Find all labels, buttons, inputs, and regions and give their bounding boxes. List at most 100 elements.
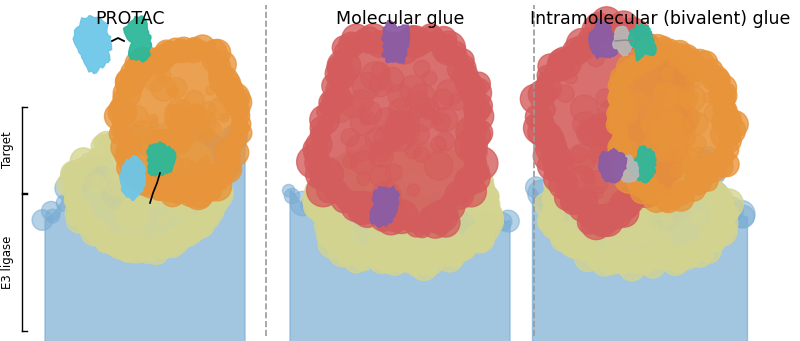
Circle shape <box>630 57 648 75</box>
Circle shape <box>528 80 556 108</box>
Circle shape <box>448 47 467 65</box>
Circle shape <box>664 153 682 171</box>
Circle shape <box>126 168 149 190</box>
Circle shape <box>581 209 612 240</box>
Circle shape <box>146 48 172 74</box>
Circle shape <box>498 210 519 232</box>
Circle shape <box>706 232 726 251</box>
Circle shape <box>448 199 466 218</box>
Circle shape <box>370 205 397 231</box>
Circle shape <box>663 148 692 177</box>
Circle shape <box>140 152 164 176</box>
Circle shape <box>410 202 424 214</box>
Circle shape <box>542 208 559 226</box>
Circle shape <box>662 69 690 97</box>
Circle shape <box>222 139 249 166</box>
Circle shape <box>142 178 157 194</box>
Circle shape <box>201 193 226 218</box>
Circle shape <box>158 213 168 223</box>
Circle shape <box>616 195 638 217</box>
Circle shape <box>662 144 682 165</box>
Circle shape <box>394 205 406 216</box>
Circle shape <box>166 236 180 251</box>
Circle shape <box>394 122 405 132</box>
Circle shape <box>697 161 719 183</box>
Circle shape <box>93 176 101 184</box>
Circle shape <box>586 206 602 222</box>
Circle shape <box>214 155 242 183</box>
Circle shape <box>110 97 132 119</box>
Circle shape <box>64 177 78 191</box>
Circle shape <box>141 48 161 68</box>
Circle shape <box>192 214 214 236</box>
Circle shape <box>318 213 335 232</box>
Circle shape <box>548 49 574 74</box>
Circle shape <box>171 130 193 151</box>
Circle shape <box>122 222 134 235</box>
Circle shape <box>205 171 218 185</box>
Circle shape <box>326 59 354 88</box>
Circle shape <box>147 130 169 152</box>
Circle shape <box>578 120 603 146</box>
Circle shape <box>707 68 730 91</box>
Circle shape <box>236 103 250 117</box>
Circle shape <box>115 71 138 93</box>
Polygon shape <box>313 157 491 266</box>
Circle shape <box>450 153 464 168</box>
Circle shape <box>589 144 607 163</box>
Circle shape <box>538 101 555 119</box>
Circle shape <box>711 190 728 207</box>
Circle shape <box>661 213 674 226</box>
Circle shape <box>646 42 674 69</box>
Circle shape <box>304 142 327 165</box>
Circle shape <box>646 235 657 246</box>
Circle shape <box>379 243 393 256</box>
Circle shape <box>152 130 173 151</box>
Circle shape <box>686 71 703 87</box>
Circle shape <box>81 153 94 166</box>
Circle shape <box>187 117 200 130</box>
Circle shape <box>67 200 84 216</box>
Circle shape <box>147 130 170 153</box>
Circle shape <box>389 99 412 121</box>
Circle shape <box>154 237 175 258</box>
Circle shape <box>398 112 419 133</box>
Circle shape <box>638 148 656 166</box>
Circle shape <box>461 77 491 108</box>
Circle shape <box>195 160 210 175</box>
Circle shape <box>201 157 210 166</box>
Circle shape <box>690 110 701 121</box>
Circle shape <box>631 121 642 131</box>
Circle shape <box>462 77 486 101</box>
Circle shape <box>379 185 400 206</box>
Polygon shape <box>120 155 146 201</box>
Circle shape <box>655 36 674 55</box>
Circle shape <box>606 104 626 123</box>
Circle shape <box>668 140 688 161</box>
Polygon shape <box>613 26 634 56</box>
Circle shape <box>118 199 142 222</box>
Circle shape <box>355 31 371 47</box>
Circle shape <box>201 102 216 116</box>
Polygon shape <box>629 23 656 61</box>
Circle shape <box>532 96 549 112</box>
Circle shape <box>611 114 638 140</box>
Circle shape <box>362 194 382 215</box>
Circle shape <box>361 62 390 91</box>
Circle shape <box>113 116 126 129</box>
Circle shape <box>694 51 718 75</box>
Polygon shape <box>71 135 220 252</box>
Circle shape <box>682 178 706 201</box>
Circle shape <box>662 247 690 275</box>
Circle shape <box>140 135 167 163</box>
Circle shape <box>385 181 395 191</box>
Circle shape <box>165 170 191 196</box>
Circle shape <box>612 214 638 241</box>
Circle shape <box>641 143 660 163</box>
Circle shape <box>425 107 435 117</box>
Circle shape <box>682 161 694 174</box>
Circle shape <box>534 193 558 216</box>
Circle shape <box>380 190 398 208</box>
Circle shape <box>664 149 682 167</box>
Circle shape <box>608 136 631 159</box>
